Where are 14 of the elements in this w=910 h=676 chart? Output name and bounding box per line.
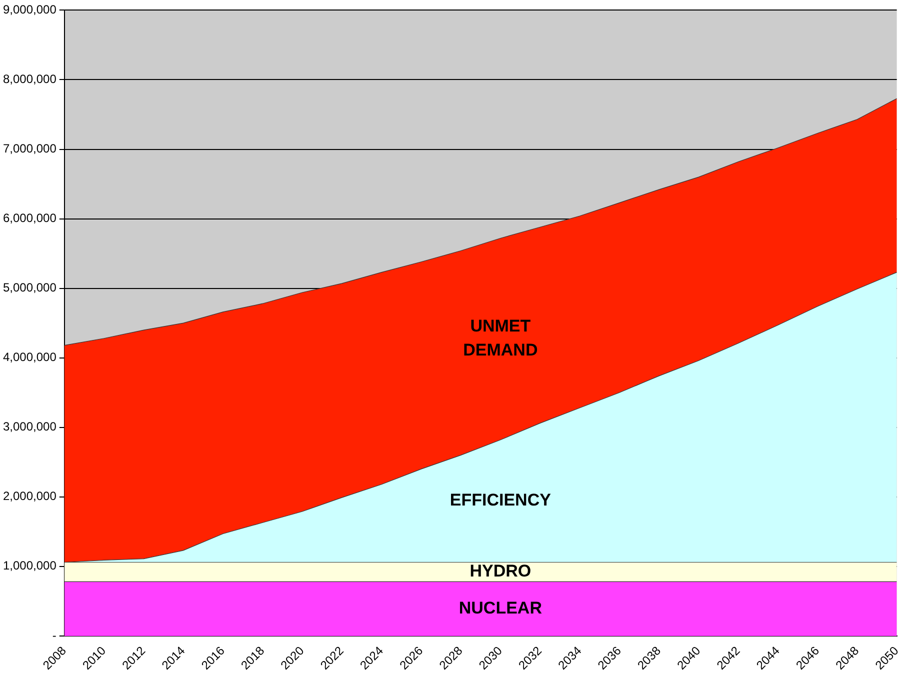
series-label: EFFICIENCY xyxy=(450,490,552,510)
y-tick-label: 9,000,000 xyxy=(2,2,57,17)
y-tick-label: 7,000,000 xyxy=(2,142,57,156)
y-tick-label: 5,000,000 xyxy=(2,280,57,295)
y-tick-label: 2,000,000 xyxy=(2,489,57,504)
y-tick-label: 8,000,000 xyxy=(2,72,57,86)
series-label: HYDRO xyxy=(470,562,532,581)
y-tick-label: - xyxy=(52,628,56,642)
series-label: UNMET DEMAND xyxy=(463,316,538,360)
y-tick-label: 4,000,000 xyxy=(2,350,57,364)
y-tick-label: 3,000,000 xyxy=(2,420,57,434)
y-tick-label: 6,000,000 xyxy=(2,211,57,226)
series-label: NUCLEAR xyxy=(458,598,542,618)
y-tick-label: 1,000,000 xyxy=(2,558,57,573)
